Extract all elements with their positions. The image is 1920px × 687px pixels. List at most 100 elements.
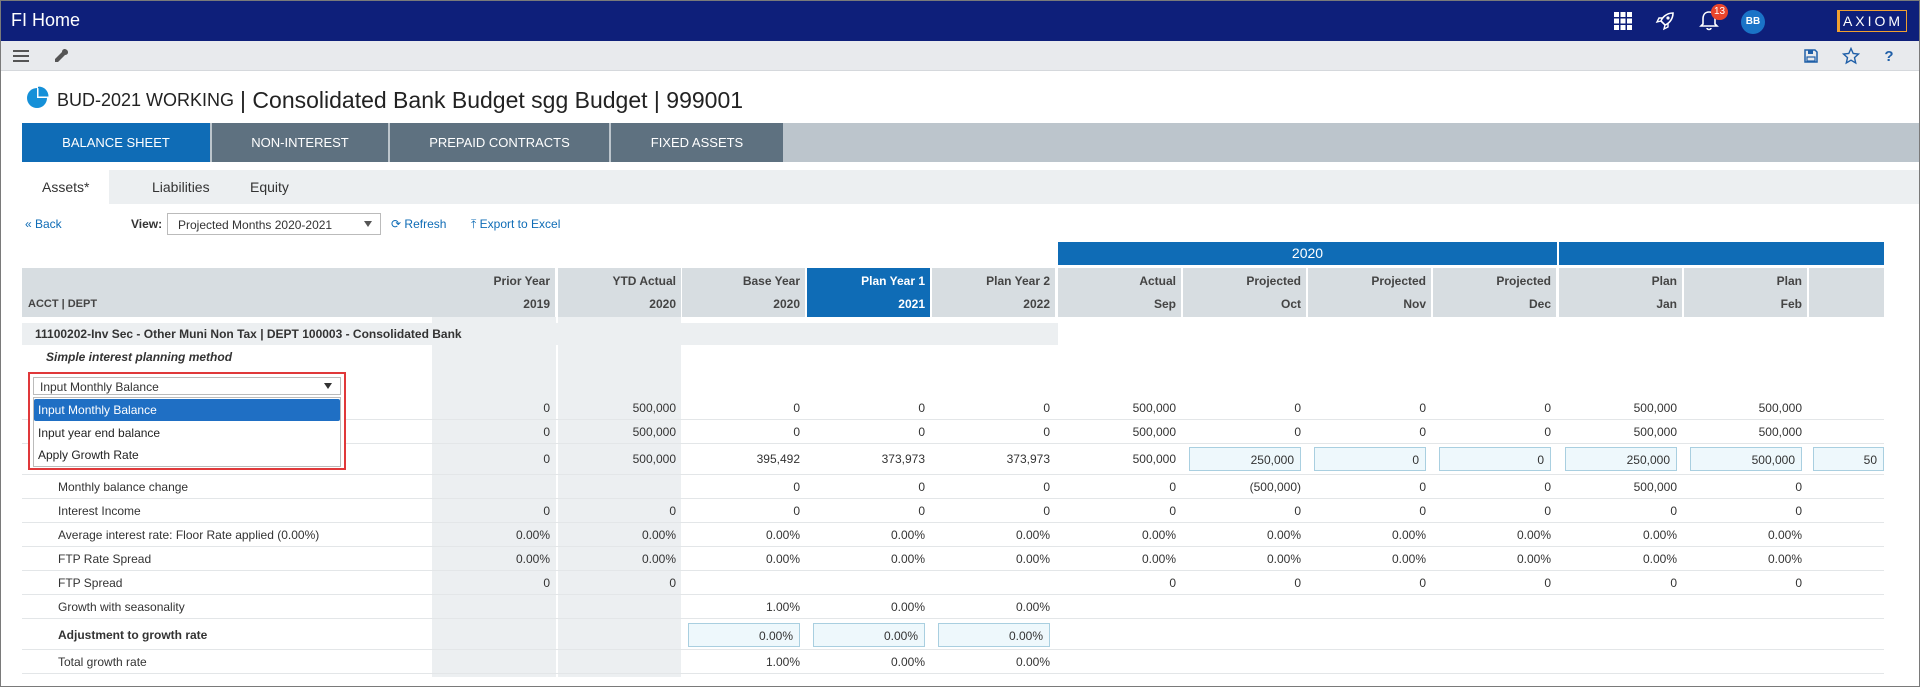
table-cell: 0 [1043,425,1050,439]
row-label: Total growth rate [58,655,147,669]
column-header[interactable]: Projected Dec [1433,268,1556,317]
table-cell: 0.00% [641,552,676,566]
apps-grid-icon[interactable] [1611,9,1635,33]
table-row: Interest Income 0 0 0 0 0 0 0 0 0 0 0 [22,499,1884,523]
back-link[interactable]: « Back [25,217,62,231]
tab-assets[interactable]: Assets* [22,170,110,204]
table-cell: 0 [793,425,800,439]
table-cell: 0.00% [1141,552,1176,566]
column-header[interactable]: Projected Nov [1308,268,1431,317]
table-cell: 0 [793,401,800,415]
column-header[interactable]: Actual Sep [1058,268,1181,317]
planning-method-dropdown: Input Monthly Balance Input Monthly Bala… [28,372,346,470]
column-header-label: Projected [1371,274,1426,288]
row-label: FTP Rate Spread [58,552,152,566]
view-select[interactable]: Projected Months 2020-2021 [167,213,381,235]
table-cell: 0 [1419,576,1426,590]
table-row: 0 500,000 0 0 0 500,000 0 0 0 500,000 500,000 [22,420,1884,444]
column-header[interactable]: Projected Oct [1183,268,1306,317]
refresh-button[interactable]: ⟳ Refresh [391,217,446,231]
refresh-label: Refresh [404,217,447,231]
table-cell: 0 [1544,504,1551,518]
column-header[interactable]: Prior Year 2019 [432,268,555,317]
help-icon[interactable]: ? [1884,47,1894,65]
tab-balance-sheet[interactable]: BALANCE SHEET [22,123,210,162]
table-cell: 0.00% [1266,528,1301,542]
table-cell: 500,000 [1633,425,1677,439]
wrench-icon[interactable] [51,46,71,66]
table-cell: 0.00% [515,552,550,566]
table-cell: 0.00% [1642,552,1677,566]
column-header[interactable]: Base Year 2020 [682,268,805,317]
value-input[interactable]: 250,000 [1189,447,1301,471]
table-cell: 0 [1795,480,1802,494]
column-header[interactable]: Plan Feb [1684,268,1807,317]
table-cell: 500,000 [632,425,676,439]
column-header-period: 2021 [898,297,925,311]
table-cell: 0 [1419,480,1426,494]
rocket-icon[interactable] [1653,9,1677,33]
avatar[interactable]: BB [1741,10,1765,34]
option-apply-growth-rate[interactable]: Apply Growth Rate [38,448,139,462]
column-header[interactable]: Plan Year 1 2021 [807,268,930,317]
table-cell: 0.00% [1767,552,1802,566]
column-header-period: Oct [1280,297,1301,311]
table-cell: 0 [793,480,800,494]
option-input-monthly-balance[interactable]: Input Monthly Balance [34,399,340,421]
column-header[interactable]: YTD Actual 2020 [558,268,681,317]
star-icon[interactable] [1841,46,1861,66]
column-header[interactable]: Plan Year 2 2022 [932,268,1055,317]
table-cell: 0.00% [515,528,550,542]
hamburger-menu-icon[interactable] [11,46,31,66]
value-input[interactable]: 0.00% [813,623,925,647]
table-row: FTP Rate Spread 0.00% 0.00% 0.00% 0.00% 0.00%… [22,547,1884,571]
value-input[interactable]: 250,000 [1565,447,1677,471]
export-label: Export to Excel [479,217,561,231]
tab-liabilities[interactable]: Liabilities [152,179,210,195]
view-label: View: [131,217,163,231]
pie-chart-icon [25,85,49,115]
column-header-period: Feb [1780,297,1802,311]
column-header[interactable]: Plan Jan [1559,268,1682,317]
app-title[interactable]: FI Home [11,10,81,30]
table-cell: 0.00% [641,528,676,542]
value-input[interactable]: 0.00% [688,623,800,647]
table-cell: 1.00% [765,655,800,669]
refresh-icon: ⟳ [391,217,402,231]
table-cell: 0 [543,504,550,518]
table-cell: 0.00% [890,528,925,542]
option-input-year-end-balance[interactable]: Input year end balance [38,426,161,440]
tab-equity[interactable]: Equity [250,179,289,195]
value-input[interactable]: 0.00% [938,623,1050,647]
save-icon[interactable] [1801,46,1821,66]
table-cell: 0 [1294,401,1301,415]
planning-method-options: Input Monthly Balance Input year end bal… [33,397,341,467]
table-cell: 0.00% [1391,528,1426,542]
tab-fixed-assets[interactable]: FIXED ASSETS [611,123,783,162]
table-cell: 0 [1419,504,1426,518]
table-cell: 0 [1795,504,1802,518]
value-input[interactable]: 0 [1314,447,1426,471]
column-header-label: Actual [1139,274,1176,288]
table-cell: 0 [543,452,550,466]
planning-method-label: Simple interest planning method [46,350,233,364]
row-label: Growth with seasonality [58,600,185,614]
year-band-2021 [1559,242,1884,265]
row-label: Average interest rate: Floor Rate applie… [58,528,320,542]
table-cell: 0 [1544,401,1551,415]
table-cell: 0 [1169,480,1176,494]
tab-non-interest[interactable]: NON-INTEREST [212,123,388,162]
value-input[interactable]: 50 [1813,447,1884,471]
export-excel-button[interactable]: ⤒ Export to Excel [471,217,560,232]
table-row: 0 500,000 395,492 373,973 373,973 500,000 250,… [22,444,1884,475]
column-header-period: Sep [1153,297,1176,311]
value-input[interactable]: 500,000 [1690,447,1802,471]
planning-method-select[interactable]: Input Monthly Balance [33,377,341,395]
value-input[interactable]: 0 [1439,447,1551,471]
chevron-down-icon [324,383,332,389]
table-cell: 0.00% [1642,528,1677,542]
table-cell: 0 [1795,576,1802,590]
table-cell: 395,492 [756,452,800,466]
tab-prepaid-contracts[interactable]: PREPAID CONTRACTS [390,123,609,162]
row-label: Adjustment to growth rate [58,628,208,642]
